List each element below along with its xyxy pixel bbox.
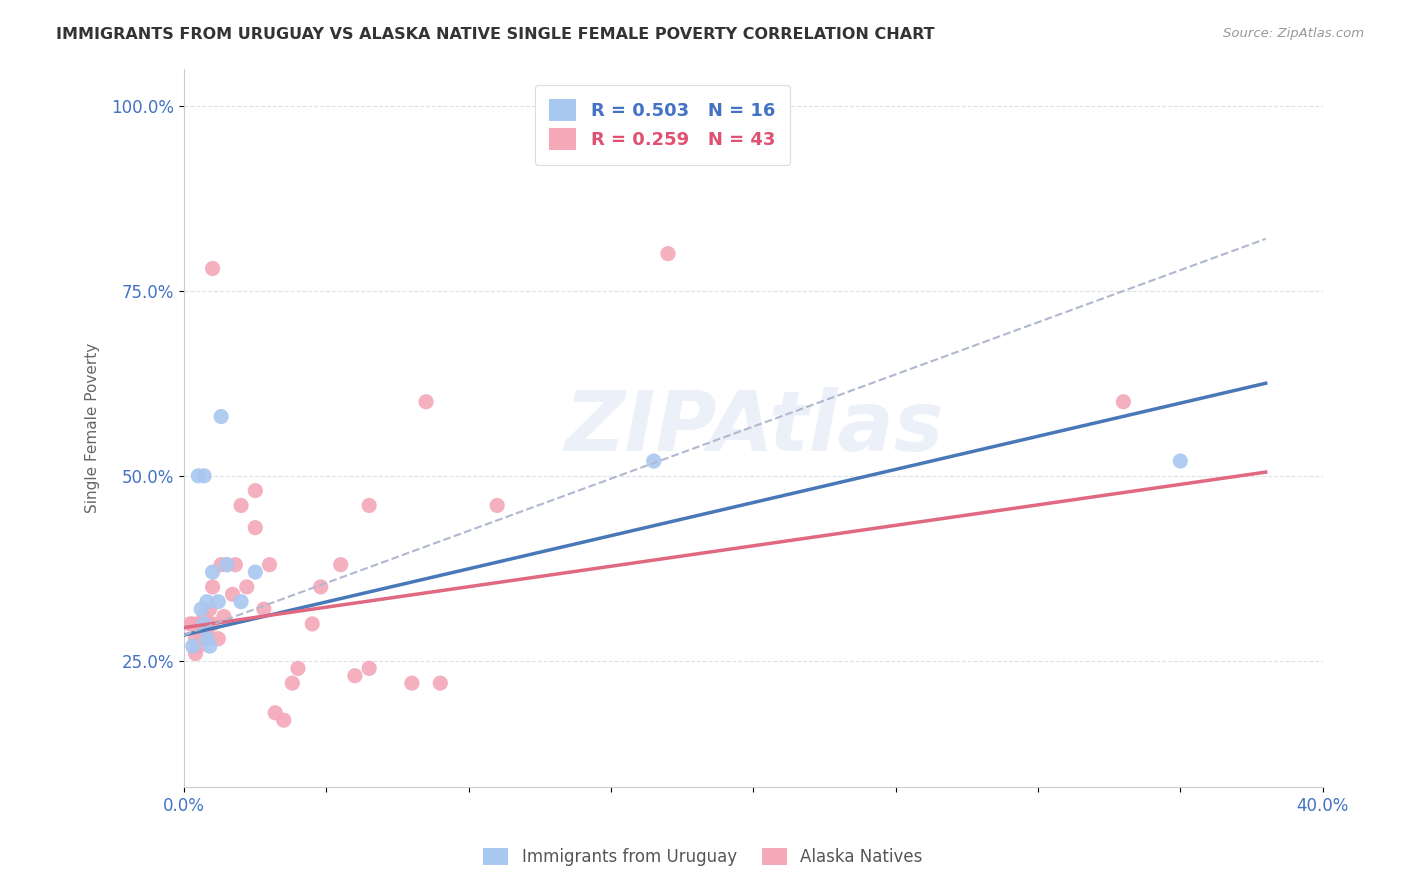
Point (195, 632, 218, 646)
Point (259, 558, 281, 572)
Point (643, 454, 665, 468)
Point (201, 261, 224, 276)
Point (193, 632, 215, 646)
Point (329, 558, 352, 572)
Point (179, 616, 201, 631)
Point (181, 616, 204, 631)
Point (1168, 454, 1191, 468)
Point (187, 468, 209, 483)
Point (215, 558, 238, 572)
Point (215, 558, 238, 572)
Point (657, 246, 679, 260)
Point (301, 616, 323, 631)
Point (193, 468, 215, 483)
Point (287, 661, 309, 675)
Point (245, 565, 267, 579)
Point (264, 706, 287, 720)
Point (229, 499, 252, 513)
Point (401, 676, 423, 690)
Point (281, 676, 304, 690)
Point (486, 499, 509, 513)
Point (184, 632, 207, 646)
Point (190, 632, 212, 646)
Point (193, 609, 215, 624)
Point (209, 558, 232, 572)
Point (343, 669, 366, 683)
Point (195, 624, 218, 639)
Point (359, 661, 381, 675)
Point (359, 499, 381, 513)
Point (309, 580, 332, 594)
Legend: R = 0.503   N = 16, R = 0.259   N = 43: R = 0.503 N = 16, R = 0.259 N = 43 (534, 85, 790, 165)
Point (224, 558, 246, 572)
Point (193, 616, 215, 631)
Point (195, 595, 218, 609)
Text: ZIPAtlas: ZIPAtlas (564, 387, 943, 468)
Text: IMMIGRANTS FROM URUGUAY VS ALASKA NATIVE SINGLE FEMALE POVERTY CORRELATION CHART: IMMIGRANTS FROM URUGUAY VS ALASKA NATIVE… (56, 27, 935, 42)
Point (415, 394, 437, 409)
Point (253, 602, 276, 616)
Text: Source: ZipAtlas.com: Source: ZipAtlas.com (1223, 27, 1364, 40)
Y-axis label: Single Female Poverty: Single Female Poverty (86, 343, 100, 513)
Point (245, 521, 267, 535)
Point (201, 616, 224, 631)
Point (245, 483, 267, 498)
Point (207, 632, 229, 646)
Point (198, 602, 221, 616)
Point (201, 580, 224, 594)
Point (221, 587, 243, 601)
Point (190, 602, 212, 616)
Point (181, 639, 204, 653)
Point (429, 676, 451, 690)
Point (207, 595, 229, 609)
Point (187, 639, 209, 653)
Point (198, 639, 221, 653)
Point (212, 609, 235, 624)
Point (1112, 394, 1135, 409)
Point (235, 580, 257, 594)
Point (195, 616, 218, 631)
Legend: Immigrants from Uruguay, Alaska Natives: Immigrants from Uruguay, Alaska Natives (475, 840, 931, 875)
Point (187, 616, 209, 631)
Point (201, 565, 224, 579)
Point (184, 647, 207, 661)
Point (229, 595, 252, 609)
Point (209, 409, 232, 424)
Point (273, 713, 295, 727)
